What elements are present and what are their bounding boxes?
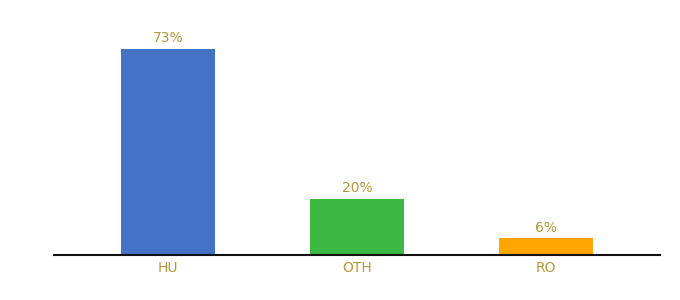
Text: 6%: 6% (535, 221, 557, 235)
Bar (120, 49, 215, 255)
Text: 20%: 20% (341, 181, 373, 195)
Bar (499, 238, 594, 255)
Text: 73%: 73% (152, 32, 183, 46)
Bar (309, 199, 405, 255)
